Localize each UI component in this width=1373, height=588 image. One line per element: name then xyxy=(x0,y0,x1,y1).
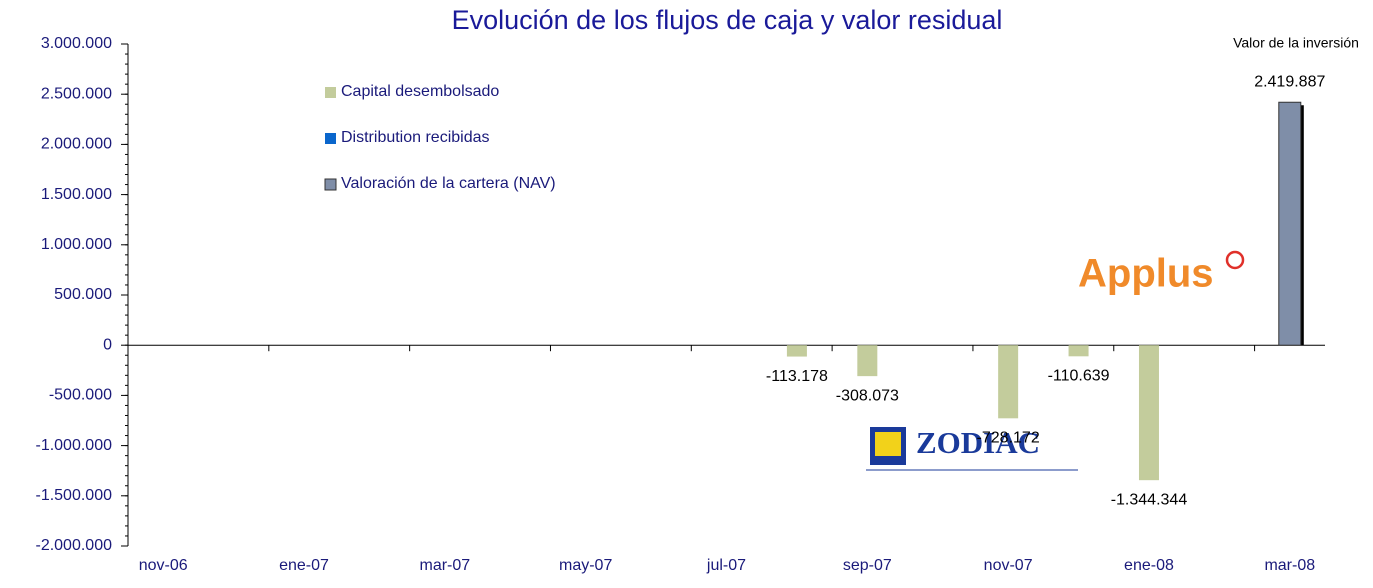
y-tick-label: -2.000.000 xyxy=(35,537,112,554)
legend-swatch xyxy=(325,87,336,98)
legend-label: Capital desembolsado xyxy=(341,83,499,100)
x-tick-label: jul-07 xyxy=(706,557,746,574)
x-tick-label: mar-07 xyxy=(420,557,471,574)
y-tick-label: -1.000.000 xyxy=(35,437,112,454)
data-label: -113.178 xyxy=(766,368,828,385)
legend-swatch xyxy=(325,133,336,144)
x-tick-label: mar-08 xyxy=(1264,557,1315,574)
bar xyxy=(1138,345,1159,481)
logo-text: ZODIAC xyxy=(916,425,1040,460)
data-label: -728.172 xyxy=(977,430,1040,447)
logo-icon xyxy=(875,432,901,456)
zodiac-logo: ZODIAC xyxy=(866,425,1078,471)
y-tick-label: 500.000 xyxy=(54,286,112,303)
x-tick-label: sep-07 xyxy=(843,557,892,574)
data-label: -110.639 xyxy=(1048,368,1110,385)
bar xyxy=(1068,345,1089,357)
x-tick-label: nov-06 xyxy=(139,557,188,574)
y-tick-label: -1.500.000 xyxy=(35,487,112,504)
logo-text: Applus xyxy=(1078,252,1214,296)
bar xyxy=(786,345,807,357)
x-tick-label: may-07 xyxy=(559,557,612,574)
legend-label: Distribution recibidas xyxy=(341,129,490,146)
data-label: 2.419.887 xyxy=(1254,73,1325,90)
annotation: Valor de la inversión xyxy=(1233,35,1359,51)
bar xyxy=(998,345,1019,419)
legend-swatch xyxy=(324,178,337,191)
y-tick-label: 2.500.000 xyxy=(41,85,112,102)
x-tick-label: ene-08 xyxy=(1124,557,1174,574)
y-tick-label: 2.000.000 xyxy=(41,136,112,153)
y-tick-label: -500.000 xyxy=(49,387,112,404)
y-tick-label: 1.000.000 xyxy=(41,236,112,253)
y-tick-label: 3.000.000 xyxy=(41,35,112,52)
bar xyxy=(857,345,878,377)
y-tick-label: 0 xyxy=(103,336,112,353)
x-tick-label: nov-07 xyxy=(984,557,1033,574)
applus-logo: Applus xyxy=(1078,250,1245,296)
data-label: -308.073 xyxy=(836,387,899,404)
y-tick-label: 1.500.000 xyxy=(41,186,112,203)
legend-label: Valoración de la cartera (NAV) xyxy=(341,175,556,192)
chart-title: Evolución de los flujos de caja y valor … xyxy=(452,5,1003,35)
logo-icon xyxy=(1225,250,1245,270)
x-tick-label: ene-07 xyxy=(279,557,329,574)
bar xyxy=(1278,101,1302,346)
data-label: -1.344.344 xyxy=(1111,491,1188,508)
